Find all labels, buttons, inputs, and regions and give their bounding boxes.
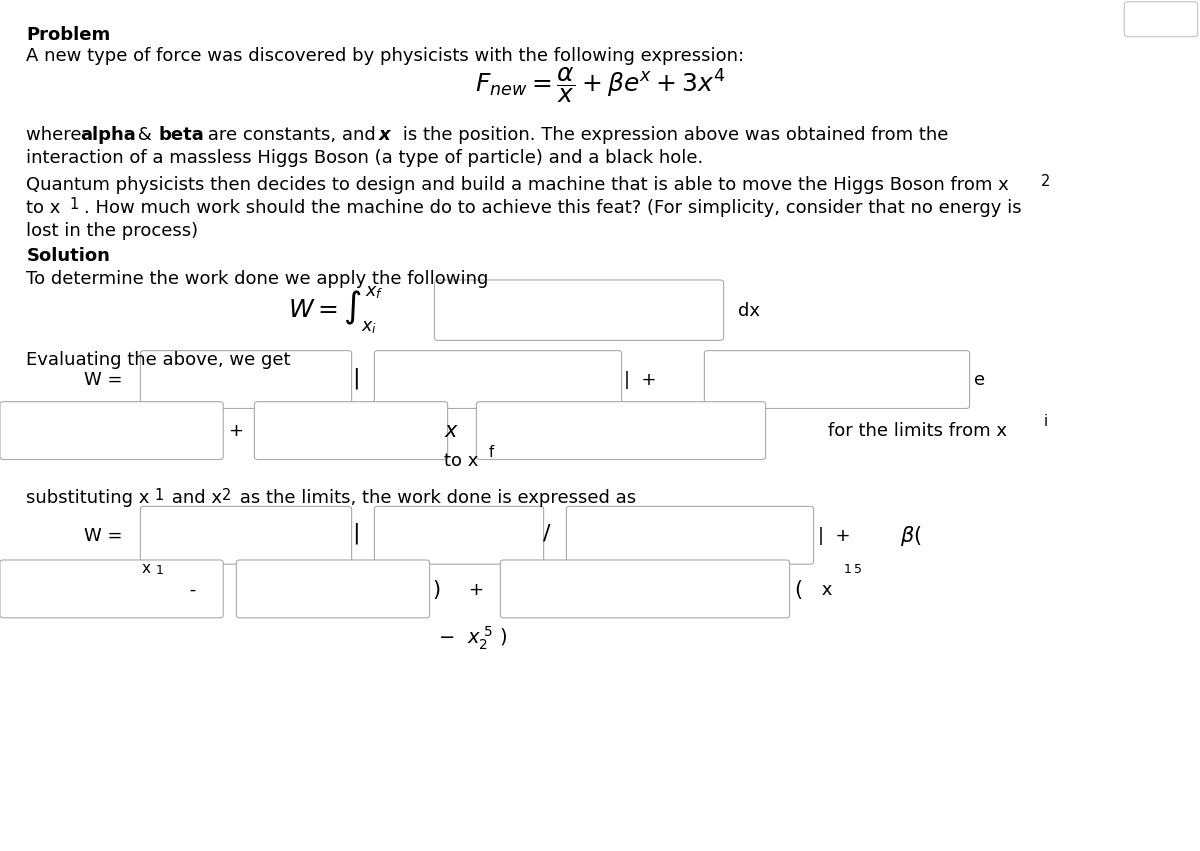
Text: 2: 2: [1040, 174, 1050, 190]
FancyBboxPatch shape: [1124, 2, 1198, 37]
FancyBboxPatch shape: [236, 560, 430, 618]
FancyBboxPatch shape: [0, 402, 223, 460]
FancyBboxPatch shape: [140, 506, 352, 564]
Text: 1: 1: [70, 197, 79, 213]
Text: 5: 5: [854, 563, 863, 576]
Text: +: +: [228, 422, 242, 441]
Text: x: x: [379, 126, 391, 144]
FancyBboxPatch shape: [566, 506, 814, 564]
Text: 1: 1: [155, 488, 164, 504]
Text: x: x: [816, 580, 833, 599]
Text: /: /: [544, 523, 551, 544]
Text: i: i: [1044, 414, 1048, 429]
Text: interaction of a massless Higgs Boson (a type of particle) and a black hole.: interaction of a massless Higgs Boson (a…: [26, 149, 703, 167]
Text: e: e: [974, 371, 985, 390]
Text: dx: dx: [738, 301, 760, 320]
Text: Quantum physicists then decides to design and build a machine that is able to mo: Quantum physicists then decides to desig…: [26, 176, 1009, 194]
Text: are constants, and: are constants, and: [202, 126, 382, 144]
FancyBboxPatch shape: [374, 506, 544, 564]
Text: for the limits from x: for the limits from x: [828, 422, 1007, 441]
Text: substituting x: substituting x: [26, 489, 150, 507]
Text: |  +: | +: [818, 527, 863, 545]
FancyBboxPatch shape: [500, 560, 790, 618]
Text: is the position. The expression above was obtained from the: is the position. The expression above wa…: [397, 126, 948, 144]
Text: &: &: [132, 126, 157, 144]
Text: 2: 2: [222, 488, 232, 504]
FancyBboxPatch shape: [140, 351, 352, 408]
Text: |: |: [353, 523, 360, 545]
Text: ): ): [432, 580, 440, 600]
FancyBboxPatch shape: [434, 280, 724, 340]
Text: where: where: [26, 126, 88, 144]
Text: as the limits, the work done is expressed as: as the limits, the work done is expresse…: [234, 489, 636, 507]
Text: A new type of force was discovered by physicists with the following expression:: A new type of force was discovered by ph…: [26, 47, 744, 65]
Text: 1: 1: [156, 563, 164, 577]
FancyBboxPatch shape: [254, 402, 448, 460]
FancyBboxPatch shape: [374, 351, 622, 408]
Text: $\beta($: $\beta($: [900, 524, 922, 548]
FancyBboxPatch shape: [0, 560, 223, 618]
FancyBboxPatch shape: [476, 402, 766, 460]
Text: +: +: [468, 580, 482, 599]
Text: Problem: Problem: [26, 26, 110, 43]
Text: (: (: [794, 580, 803, 600]
Text: and x: and x: [166, 489, 222, 507]
Text: $F_{new} = \dfrac{\alpha}{x} + \beta e^{x} + 3x^{4}$: $F_{new} = \dfrac{\alpha}{x} + \beta e^{…: [475, 66, 725, 105]
Text: $W = \int_{x_i}^{x_f}$: $W = \int_{x_i}^{x_f}$: [288, 284, 383, 337]
Text: 1: 1: [844, 563, 852, 576]
Text: beta: beta: [158, 126, 204, 144]
Text: Evaluating the above, we get: Evaluating the above, we get: [26, 351, 290, 368]
FancyBboxPatch shape: [704, 351, 970, 408]
Text: W =: W =: [84, 527, 122, 545]
Text: -: -: [184, 580, 196, 599]
Text: to x: to x: [444, 452, 479, 471]
Text: $-\ \ x_2^{\ 5}\ )$: $-\ \ x_2^{\ 5}\ )$: [438, 625, 508, 652]
Text: alpha: alpha: [80, 126, 136, 144]
Text: lost in the process): lost in the process): [26, 222, 198, 240]
Text: |  +: | +: [624, 371, 656, 390]
Text: |: |: [353, 367, 360, 389]
Text: . How much work should the machine do to achieve this feat? (For simplicity, con: . How much work should the machine do to…: [84, 199, 1021, 217]
Text: x: x: [445, 421, 457, 442]
Text: W =: W =: [84, 371, 122, 390]
Text: to x: to x: [26, 199, 61, 217]
Text: f: f: [488, 445, 493, 460]
Text: Solution: Solution: [26, 247, 110, 265]
Text: x: x: [142, 561, 151, 576]
Text: To determine the work done we apply the following: To determine the work done we apply the …: [26, 270, 488, 288]
